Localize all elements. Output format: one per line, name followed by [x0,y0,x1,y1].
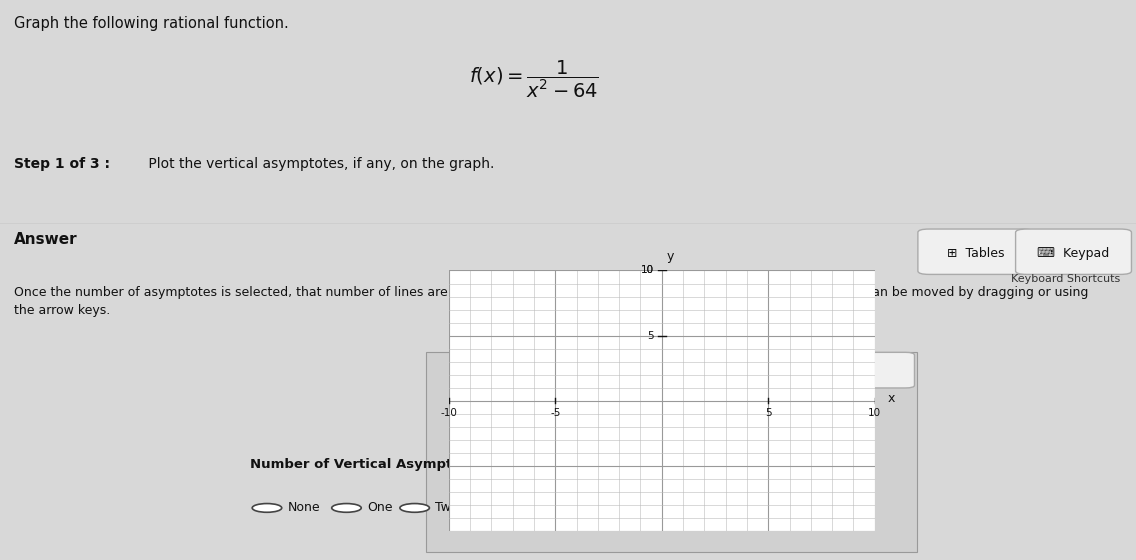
Text: 10: 10 [641,265,654,276]
FancyBboxPatch shape [918,229,1034,274]
Text: 5: 5 [648,330,654,340]
Text: ⌨  Keypad: ⌨ Keypad [1037,247,1110,260]
Text: x: x [887,392,895,405]
Circle shape [400,503,429,512]
Text: Keyboard Shortcuts: Keyboard Shortcuts [1011,274,1120,284]
Text: $f(x) = \dfrac{1}{x^2-64}$: $f(x) = \dfrac{1}{x^2-64}$ [469,58,599,100]
Text: One: One [367,501,392,515]
Text: Step 1 of 3 :: Step 1 of 3 : [14,157,115,171]
Text: 10: 10 [641,265,654,276]
FancyBboxPatch shape [1016,229,1131,274]
Text: Two: Two [435,501,459,515]
Text: Answer: Answer [14,232,77,248]
FancyBboxPatch shape [426,352,917,552]
Text: Number of Vertical Asymptotes:: Number of Vertical Asymptotes: [250,458,490,471]
Text: Enable Zoom/Pan: Enable Zoom/Pan [766,363,869,377]
Circle shape [332,503,361,512]
Text: 5: 5 [765,408,771,418]
FancyBboxPatch shape [720,352,914,388]
Text: Once the number of asymptotes is selected, that number of lines are available to: Once the number of asymptotes is selecte… [14,286,1088,317]
Text: Graph the following rational function.: Graph the following rational function. [14,16,289,31]
Text: 10: 10 [868,408,882,418]
Text: Plot the vertical asymptotes, if any, on the graph.: Plot the vertical asymptotes, if any, on… [144,157,494,171]
Text: -10: -10 [441,408,457,418]
Circle shape [252,503,282,512]
Text: -5: -5 [550,408,560,418]
Text: y: y [667,250,675,263]
Text: ⊞  Tables: ⊞ Tables [947,247,1004,260]
Text: None: None [287,501,320,515]
